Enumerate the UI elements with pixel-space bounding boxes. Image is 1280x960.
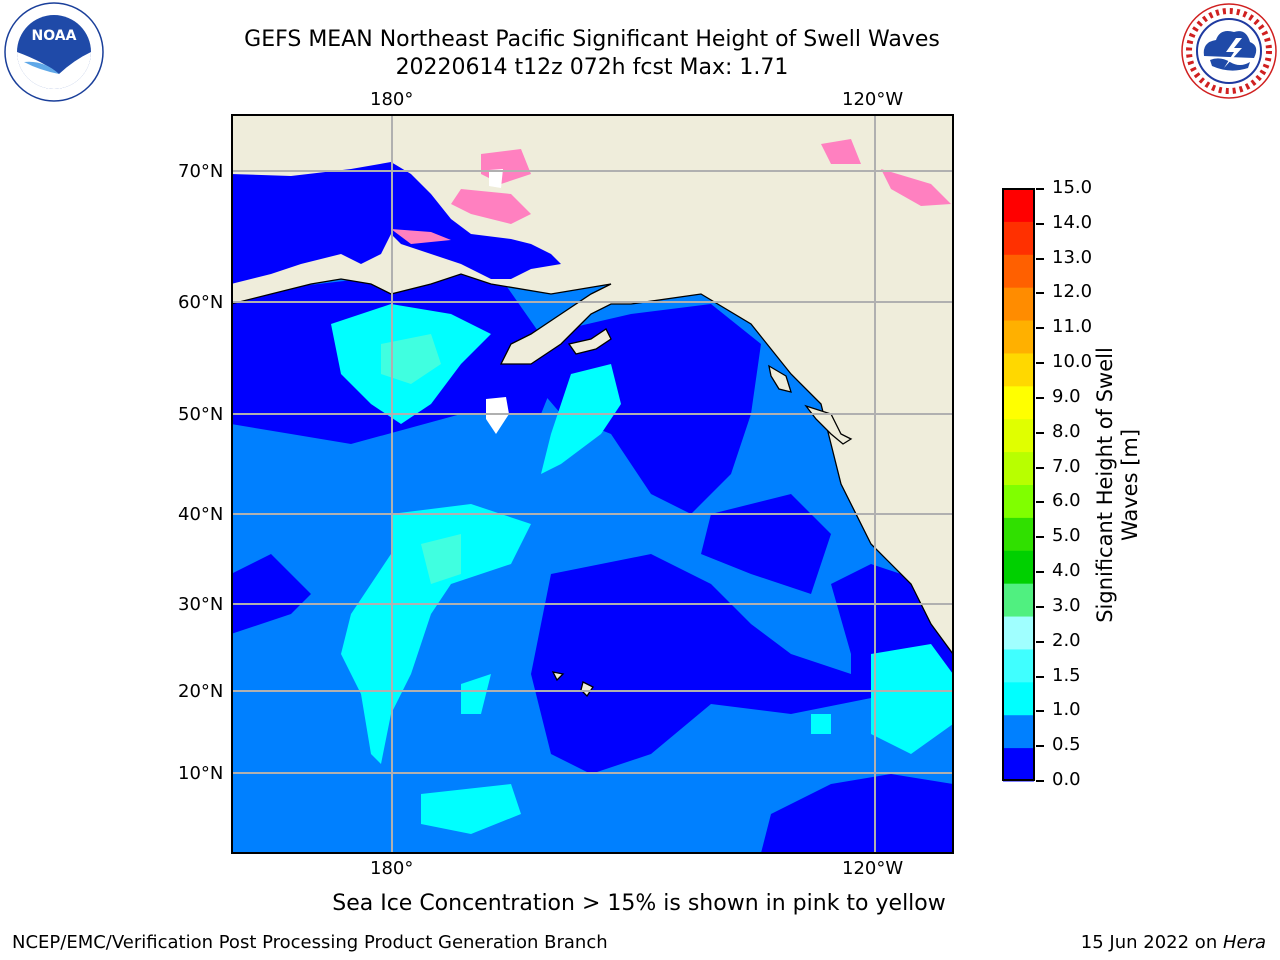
generation-date: 15 Jun 2022 on Hera	[1080, 932, 1266, 953]
colorbar-tick-mark	[1036, 466, 1044, 469]
colorbar-tick-mark	[1036, 536, 1044, 539]
colorbar-tick-label: 4.0	[1052, 560, 1081, 582]
colorbar-cell	[1003, 485, 1034, 519]
colorbar-tick-label: 1.0	[1052, 699, 1081, 721]
colorbar-tick-label: 12.0	[1052, 281, 1093, 303]
chart-title: GEFS MEAN Northeast Pacific Significant …	[244, 27, 940, 52]
colorbar-tick-label: 8.0	[1052, 420, 1081, 442]
colorbar-cell	[1003, 649, 1034, 683]
colorbar-label-line1: Significant Height of Swell	[1093, 347, 1117, 623]
host-name: Hera	[1222, 932, 1266, 953]
colorbar-tick-mark	[1036, 222, 1044, 225]
swell-high-patches	[381, 334, 461, 584]
colorbar-cell	[1003, 386, 1034, 420]
lat-label-60n: 60°N	[178, 292, 224, 313]
colorbar-cell	[1003, 682, 1034, 716]
colorbar-tick-mark	[1036, 710, 1044, 713]
nws-logo	[1181, 3, 1277, 99]
colorbar-tick-label: 6.0	[1052, 490, 1081, 512]
colorbar-cell	[1003, 353, 1034, 387]
noaa-logo-text: NOAA	[32, 28, 77, 44]
colorbar-tick-mark	[1036, 501, 1044, 504]
colorbar-tick-label: 0.0	[1052, 769, 1081, 790]
lon-label-top-180: 180°	[370, 89, 414, 110]
colorbar-tick-label: 5.0	[1052, 525, 1081, 547]
noaa-logo: NOAA	[4, 2, 104, 102]
colorbar-tick-mark	[1036, 640, 1044, 643]
colorbar-tick-label: 3.0	[1052, 594, 1081, 616]
colorbar-cell	[1003, 748, 1034, 782]
colorbar-tick-label: 13.0	[1052, 246, 1093, 268]
map-frame	[231, 114, 954, 854]
colorbar-cell	[1003, 189, 1034, 223]
colorbar-tick-mark	[1036, 605, 1044, 608]
colorbar-tick-mark	[1036, 780, 1044, 782]
colorbar-tick-label: 15.0	[1052, 177, 1093, 198]
missing-data-spots	[486, 169, 509, 434]
colorbar-tick-mark	[1036, 188, 1044, 190]
colorbar-cell	[1003, 715, 1034, 749]
colorbar-tick-mark	[1036, 292, 1044, 295]
colorbar-tick-label: 14.0	[1052, 211, 1093, 233]
colorbar-tick-label: 9.0	[1052, 385, 1081, 407]
colorbar-cell	[1003, 254, 1034, 289]
colorbar-cell	[1003, 550, 1034, 585]
lat-label-10n: 10°N	[178, 763, 224, 784]
colorbar-label-line2: Waves [m]	[1118, 428, 1142, 542]
sea-ice-note: Sea Ice Concentration > 15% is shown in …	[332, 891, 946, 916]
swell-height-map	[231, 114, 954, 854]
lat-label-70n: 70°N	[178, 161, 224, 182]
colorbar-tick-mark	[1036, 327, 1044, 330]
colorbar-cell	[1003, 517, 1034, 552]
colorbar-tick-mark	[1036, 675, 1044, 678]
colorbar-tick-mark	[1036, 431, 1044, 434]
graticule	[231, 114, 953, 853]
colorbar	[1002, 188, 1035, 782]
colorbar-tick-mark	[1036, 396, 1044, 399]
colorbar-tick-mark	[1036, 362, 1044, 365]
colorbar-tick-label: 10.0	[1052, 351, 1093, 373]
colorbar-tick-mark	[1036, 257, 1044, 260]
colorbar-tick-label: 2.0	[1052, 629, 1081, 651]
colorbar-cell	[1003, 583, 1034, 618]
colorbar-cell	[1003, 616, 1034, 650]
lon-label-bottom-120w: 120°W	[842, 858, 904, 879]
lat-label-30n: 30°N	[178, 594, 224, 615]
colorbar-cell	[1003, 287, 1034, 322]
colorbar-tick-label: 1.5	[1052, 664, 1081, 686]
colorbar-tick-label: 7.0	[1052, 455, 1081, 477]
colorbar-tick-label: 0.5	[1052, 734, 1081, 756]
lat-label-20n: 20°N	[178, 681, 224, 702]
swell-low-regions	[231, 264, 953, 853]
colorbar-cell	[1003, 419, 1034, 453]
colorbar-tick-mark	[1036, 745, 1044, 748]
lat-label-50n: 50°N	[178, 404, 224, 425]
lon-label-bottom-180: 180°	[370, 858, 414, 879]
colorbar-cell	[1003, 221, 1034, 256]
land	[231, 114, 953, 698]
colorbar-tick-label: 11.0	[1052, 316, 1093, 338]
colorbar-cell	[1003, 320, 1034, 354]
colorbar-tick-mark	[1036, 571, 1044, 574]
credit-text: NCEP/EMC/Verification Post Processing Pr…	[12, 932, 608, 953]
colorbar-cell	[1003, 452, 1034, 486]
chart-subtitle: 20220614 t12z 072h fcst Max: 1.71	[395, 55, 789, 80]
lat-label-40n: 40°N	[178, 504, 224, 525]
swell-mid-regions	[331, 304, 953, 834]
lon-label-top-120w: 120°W	[842, 89, 904, 110]
